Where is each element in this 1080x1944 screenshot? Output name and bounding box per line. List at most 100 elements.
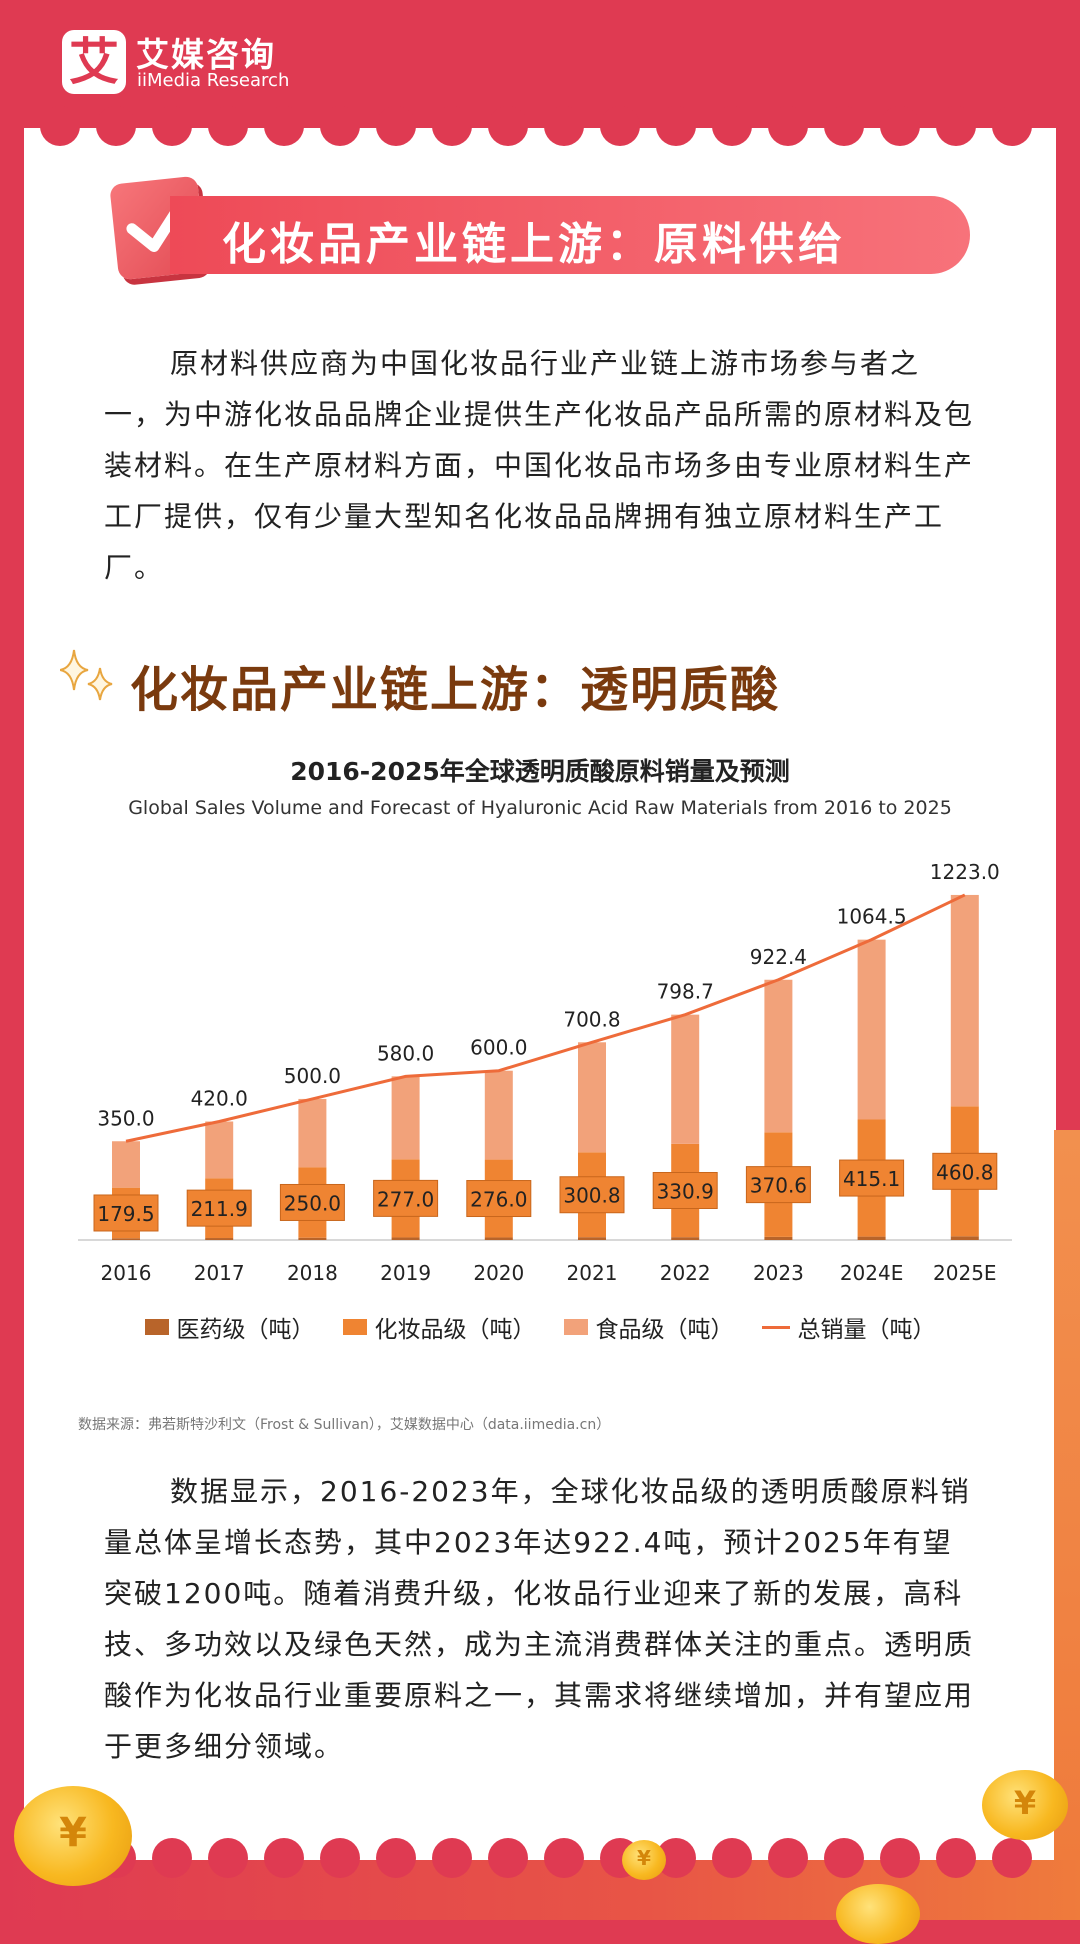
bar-pharma [205,1238,234,1240]
scallop-dot [880,1838,920,1878]
legend-swatch-total [761,1325,790,1329]
total-value-label: 420.0 [191,1087,248,1111]
total-value-label: 500.0 [284,1064,341,1088]
cosmetic-value-label: 250.0 [284,1191,341,1215]
legend-item-cosmetic: 化妆品级（吨） [342,1310,536,1344]
analysis-paragraph: 数据显示，2016-2023年，全球化妆品级的透明质酸原料销量总体呈增长态势，其… [104,1475,975,1763]
x-tick-label: 2023 [753,1261,804,1285]
total-value-label: 600.0 [470,1036,527,1060]
cosmetic-value-label: 415.1 [843,1167,900,1191]
scallop-dot [264,1838,304,1878]
scallop-dot [152,1838,192,1878]
x-tick-label: 2020 [473,1261,524,1285]
bar-food [484,1070,513,1160]
legend-swatch-cosmetic [342,1319,367,1335]
bar-food [671,1014,700,1144]
cosmetic-value-label: 370.6 [750,1174,807,1198]
scallop-dot [600,106,640,146]
scallop-dot [376,106,416,146]
coin-icon: ¥ [14,1786,132,1886]
x-tick-label: 2016 [101,1261,152,1285]
legend-label-total: 总销量（吨） [797,1317,936,1343]
bar-food [578,1042,606,1153]
scallop-edge-bottom [0,1838,1080,1878]
chart-subtitle: Global Sales Volume and Forecast of Hyal… [128,797,952,819]
scallop-dot [488,1838,528,1878]
cosmetic-value-label: 460.8 [936,1160,993,1184]
bar-food [205,1121,234,1179]
scallop-dot [320,106,360,146]
cosmetic-value-label: 211.9 [191,1197,248,1221]
cosmetic-value-label: 330.9 [657,1179,714,1203]
x-tick-label: 2024E [840,1261,904,1285]
bar-pharma [764,1236,793,1240]
chart-legend: 医药级（吨） 化妆品级（吨） 食品级（吨） 总销量（吨） [0,1310,1080,1344]
bar-pharma [391,1237,420,1240]
bar-food [298,1098,327,1168]
scallop-dot [824,1838,864,1878]
cosmetic-label-box [279,1183,345,1221]
scallop-edge-top [0,106,1080,146]
scallop-dot [712,106,752,146]
cosmetic-label-box [839,1159,905,1197]
cosmetic-value-label: 300.8 [563,1184,620,1208]
data-source: 数据来源：弗若斯特沙利文（Frost & Sullivan），艾媒数据中心（da… [78,1417,611,1433]
legend-label-cosmetic: 化妆品级（吨） [374,1317,536,1343]
total-value-label: 580.0 [377,1041,434,1065]
x-tick-label: 2019 [380,1261,431,1285]
scallop-dot [488,106,528,146]
scallop-dot [880,106,920,146]
legend-item-pharma: 医药级（吨） [144,1310,315,1344]
bar-pharma [857,1236,886,1240]
cosmetic-label-box [466,1180,532,1218]
cosmetic-label-box [186,1189,252,1227]
sparkle-icon [60,649,113,701]
legend-swatch-pharma [144,1319,169,1335]
bar-food [391,1076,420,1160]
x-tick-label: 2025E [933,1261,997,1285]
cosmetic-label-box [745,1166,811,1204]
scallop-dot [544,1838,584,1878]
legend-label-pharma: 医药级（吨） [176,1317,315,1343]
bar-pharma [950,1236,979,1240]
cosmetic-label-box [932,1152,998,1190]
logo-icon: 艾 [62,30,126,94]
scallop-dot [152,106,192,146]
scallop-dot [936,1838,976,1878]
total-value-label: 922.4 [750,945,807,969]
scallop-dot [656,106,696,146]
bar-pharma [484,1237,513,1240]
scallop-dot [768,1838,808,1878]
scallop-dot [544,106,584,146]
scallop-dot [208,1838,248,1878]
scallop-dot [992,106,1032,146]
scallop-dot [432,1838,472,1878]
cosmetic-label-box [373,1179,439,1217]
coin-icon [836,1884,920,1944]
header: 艾 艾媒咨询 iiMedia Research [0,0,1080,140]
scallop-dot [824,106,864,146]
bar-pharma [112,1238,140,1240]
legend-swatch-food [563,1319,588,1335]
section-title: 化妆品产业链上游：透明质酸 [130,662,781,718]
scallop-dot [712,1838,752,1878]
bar-food [112,1141,140,1188]
cosmetic-label-box [559,1176,625,1214]
bar-food [764,979,793,1133]
legend-label-food: 食品级（吨） [595,1317,734,1343]
total-value-label: 700.8 [563,1007,620,1031]
coin-icon: ¥ [982,1770,1068,1840]
intro-paragraph: 原材料供应商为中国化妆品行业产业链上游市场参与者之一，为中游化妆品品牌企业提供生… [104,347,975,584]
x-tick-label: 2018 [287,1261,338,1285]
scallop-dot [432,106,472,146]
legend-item-food: 食品级（吨） [563,1310,734,1344]
scallop-dot [376,1838,416,1878]
scallop-dot [992,1838,1032,1878]
section-banner: 化妆品产业链上游：原料供给 [170,196,970,274]
bar-food [857,939,886,1120]
scallop-dot [320,1838,360,1878]
scallop-dot [768,106,808,146]
brand-name-cn: 艾媒咨询 [136,35,276,74]
total-line [125,893,966,1143]
x-tick-label: 2017 [194,1261,245,1285]
